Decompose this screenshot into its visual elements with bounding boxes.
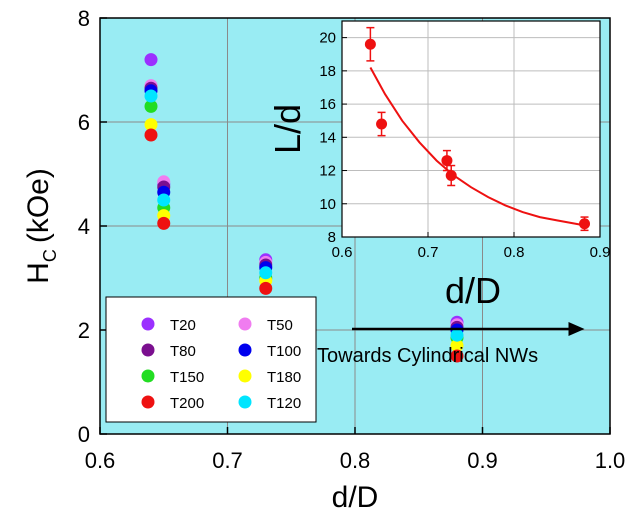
y-tick-label: 0 [78,422,90,447]
data-point-t120 [259,266,273,280]
inset-x-tick-label: 0.6 [332,244,353,261]
x-tick-label: 0.8 [340,448,371,473]
data-point-t180 [450,339,464,353]
legend-label-t120: T120 [267,395,301,412]
inset-x-axis-label: d/D [445,270,501,311]
inset-y-tick-label: 18 [319,63,336,80]
inset-x-tick-label: 0.9 [590,244,611,261]
x-tick-label: 1.0 [595,448,626,473]
legend-marker-t150 [141,369,155,383]
y-axis-label-main: H [22,262,55,284]
inset-y-tick-label: 16 [319,96,336,113]
data-point-t200 [259,281,273,295]
data-point-t120 [450,328,464,342]
data-point-t120 [157,193,171,207]
inset-x-tick-label: 0.7 [418,244,439,261]
legend-label-t180: T180 [267,369,301,386]
y-tick-label: 6 [78,110,90,135]
data-point-t20 [144,53,158,67]
legend-marker-t80 [141,343,155,357]
y-axis-label: HC (kOe) [22,168,60,284]
inset-y-axis-label: L/d [267,104,308,154]
inset-frame [341,20,601,238]
inset-data-point [441,155,453,167]
legend-label-t50: T50 [267,317,293,334]
x-tick-label: 0.9 [467,448,498,473]
legend-box [105,296,317,423]
data-point-t180 [144,118,158,132]
legend-label-t200: T200 [170,395,204,412]
legend-label-t80: T80 [170,343,196,360]
y-axis-label-subscript: C [40,249,60,262]
inset-y-tick-label: 12 [319,163,336,180]
inset-background [342,21,600,237]
inset-data-point [445,170,457,182]
legend-label-t150: T150 [170,369,204,386]
data-point-t200 [157,216,171,230]
x-tick-label: 0.7 [212,448,243,473]
legend-marker-t200 [141,395,155,409]
inset-x-tick-label: 0.8 [504,244,525,261]
y-axis-label-unit: (kOe) [22,168,55,243]
x-axis-label: d/D [332,481,379,514]
inset-data-point [579,218,591,230]
inset-data-point [376,118,388,130]
inset-y-tick-label: 20 [319,30,336,47]
data-point-t120 [144,89,158,103]
legend-label-t100: T100 [267,343,301,360]
y-tick-label: 8 [78,6,90,31]
y-tick-label: 4 [78,214,90,239]
inset-y-tick-label: 14 [319,129,336,146]
data-point-t200 [450,349,464,363]
legend-label-t20: T20 [170,317,196,334]
legend-marker-t180 [238,369,252,383]
legend-marker-t100 [238,343,252,357]
annotation-text: Towards Cylindrical NWs [317,345,538,367]
inset-fit-curve [369,67,585,227]
legend-marker-t20 [141,317,155,331]
x-tick-label: 0.6 [85,448,116,473]
legend-marker-t50 [238,317,252,331]
annotation-arrow-head [568,322,585,336]
inset-plot: 0.6 0.7 0.8 0.9 8 10 12 14 16 18 20 d/D L/d [267,20,611,311]
legend-marker-t120 [238,395,252,409]
inset-data-point [364,38,376,50]
inset-y-tick-label: 10 [319,196,336,213]
y-tick-label: 2 [78,318,90,343]
data-point-t200 [144,128,158,142]
data-point-t150 [144,99,158,113]
inset-y-tick-label: 8 [328,229,336,246]
